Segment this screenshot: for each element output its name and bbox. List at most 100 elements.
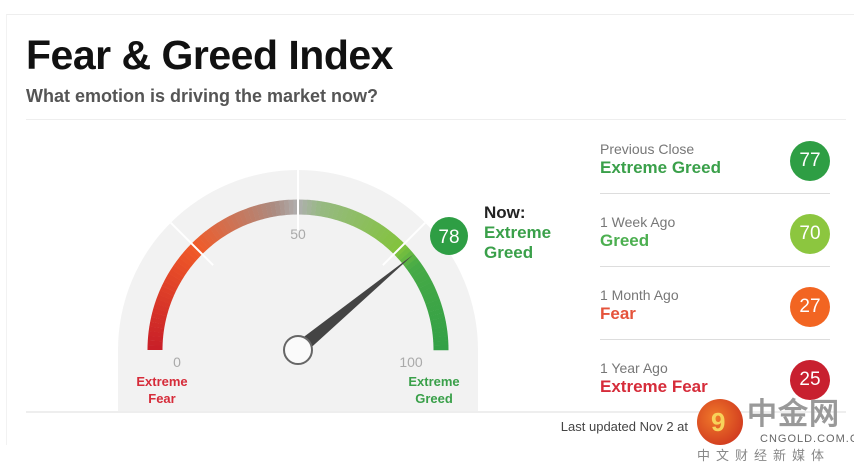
gauge-arc-segment bbox=[242, 208, 253, 225]
gauge-arc-segment bbox=[153, 303, 170, 313]
history-label: 1 Month Ago bbox=[600, 287, 679, 303]
gauge-arc-segment bbox=[198, 233, 212, 249]
last-updated: Last updated Nov 2 at bbox=[560, 419, 688, 434]
gauge-arc-segment bbox=[384, 234, 398, 249]
gauge-arc-segment bbox=[185, 246, 200, 261]
gauge-arc-segment bbox=[431, 321, 447, 330]
gauge-arc-segment bbox=[431, 326, 448, 334]
gauge-arc-segment bbox=[150, 316, 166, 325]
gauge-arc-segment bbox=[414, 273, 430, 285]
gauge-arc-segment bbox=[410, 265, 426, 278]
now-label: Now: bbox=[484, 203, 526, 222]
gauge-arc-segment bbox=[327, 203, 336, 219]
gauge-arc-segment bbox=[412, 269, 428, 282]
gauge-arc-segment bbox=[420, 285, 437, 297]
gauge-arc-segment bbox=[260, 203, 269, 219]
gauge-arc-segment bbox=[402, 254, 418, 268]
history-value-badge: 27 bbox=[790, 287, 830, 327]
watermark-cn: 中金网 bbox=[747, 398, 840, 431]
gauge-arc-segment bbox=[173, 261, 189, 274]
gauge-arc-segment bbox=[335, 205, 345, 222]
gauge-arc-segment bbox=[405, 257, 420, 271]
gauge-arc-segment bbox=[154, 298, 171, 309]
extreme-greed-label-1: Extreme bbox=[408, 374, 459, 389]
gauge-arc-segment bbox=[163, 277, 180, 289]
gauge-arc-segment bbox=[247, 206, 257, 223]
history-label: 1 Week Ago bbox=[600, 214, 676, 230]
gauge-arc-segment bbox=[407, 261, 423, 275]
gauge-arc-segment bbox=[161, 281, 178, 293]
tick-label-50: 50 bbox=[290, 226, 306, 242]
gauge-arc-segment bbox=[158, 290, 174, 301]
watermark-domain: CNGOLD.COM.CN bbox=[760, 433, 854, 445]
gauge-arc-segment bbox=[331, 204, 341, 220]
gauge-arc-segment bbox=[213, 222, 226, 238]
tick-label-0: 0 bbox=[173, 354, 181, 370]
history-rating: Extreme Fear bbox=[600, 377, 708, 396]
gauge-arc-segment bbox=[429, 312, 445, 321]
gauge-arc-segment bbox=[159, 285, 176, 297]
gauge-arc-segment bbox=[265, 202, 273, 218]
history-rating: Fear bbox=[600, 304, 636, 323]
gauge-arc-segment bbox=[370, 222, 383, 239]
gauge-arc-segment bbox=[351, 211, 363, 228]
now-rating: Now: Extreme Greed bbox=[484, 203, 551, 263]
gauge-arc-segment bbox=[314, 200, 322, 217]
history-row: Previous Close Extreme Greed 77 bbox=[600, 131, 830, 194]
gauge-arc-segment bbox=[176, 257, 192, 271]
gauge-arc-segment bbox=[149, 321, 165, 329]
gauge-arc-segment bbox=[432, 331, 448, 338]
now-value: 78 bbox=[438, 227, 459, 248]
gauge-separator bbox=[382, 222, 426, 266]
gauge-arc-segment bbox=[428, 308, 444, 317]
gauge-arc-segment bbox=[363, 218, 375, 234]
history-value-badge: 25 bbox=[790, 360, 830, 400]
gauge-arc-segment bbox=[426, 303, 443, 313]
gauge-arc-segment bbox=[251, 205, 261, 222]
gauge-needle bbox=[293, 254, 414, 356]
gauge-arc-segment bbox=[366, 220, 379, 236]
divider bbox=[26, 411, 846, 413]
needle-hub bbox=[283, 335, 313, 365]
gauge-arc-segment bbox=[399, 250, 415, 264]
gauge-arc-segment bbox=[148, 330, 164, 338]
gauge-arc-segment bbox=[194, 236, 209, 252]
history-label: Previous Close bbox=[600, 141, 695, 157]
gauge-arc-segment bbox=[151, 312, 167, 321]
watermark: 9 中金网 CNGOLD.COM.CN 中文财经新媒体 bbox=[697, 398, 854, 471]
gauge-arc-segment bbox=[396, 246, 412, 261]
gauge-arc bbox=[147, 199, 449, 351]
page-title: Fear & Greed Index bbox=[26, 32, 393, 78]
gauge-arc-segment bbox=[179, 253, 194, 267]
now-value-badge bbox=[430, 217, 468, 255]
gauge-arc-segment bbox=[422, 290, 439, 301]
gauge-arc-segment bbox=[343, 208, 354, 225]
now-rating-line-1: Extreme bbox=[484, 223, 552, 242]
gauge-arc-segment bbox=[319, 201, 327, 217]
gauge-arc-segment bbox=[374, 225, 387, 241]
gauge-arc-segment bbox=[381, 231, 395, 246]
now-rating-line-2: Greed bbox=[484, 243, 534, 262]
gauge-arc-segment bbox=[359, 215, 371, 232]
gauge-arc-segment bbox=[279, 200, 286, 216]
extreme-greed-label-2: Greed bbox=[415, 391, 453, 406]
history-value-badge: 77 bbox=[790, 141, 830, 181]
extreme-fear-label-2: Fear bbox=[148, 391, 175, 406]
gauge-arc-segment bbox=[347, 210, 358, 226]
page-subtitle: What emotion is driving the market now? bbox=[26, 86, 379, 106]
history-row: 1 Week Ago Greed 70 bbox=[600, 204, 830, 267]
watermark-sub: 中文财经新媒体 bbox=[697, 448, 831, 463]
gauge-arc-segment bbox=[425, 299, 442, 309]
cngold-logo-icon: 9 bbox=[697, 399, 743, 445]
gauge-arc-segment bbox=[269, 201, 278, 217]
gauge-arc-segment bbox=[166, 273, 182, 285]
tick-label-100: 100 bbox=[399, 354, 423, 370]
gauge-arc-segment bbox=[229, 213, 241, 230]
gauge-arc-segment bbox=[377, 228, 391, 244]
gauge-arc-segment bbox=[233, 211, 245, 228]
history-value-badge: 70 bbox=[790, 214, 830, 254]
gauge-arc-segment bbox=[156, 294, 173, 305]
gauge-separators bbox=[170, 170, 426, 266]
gauge-arc-segment bbox=[168, 269, 184, 282]
